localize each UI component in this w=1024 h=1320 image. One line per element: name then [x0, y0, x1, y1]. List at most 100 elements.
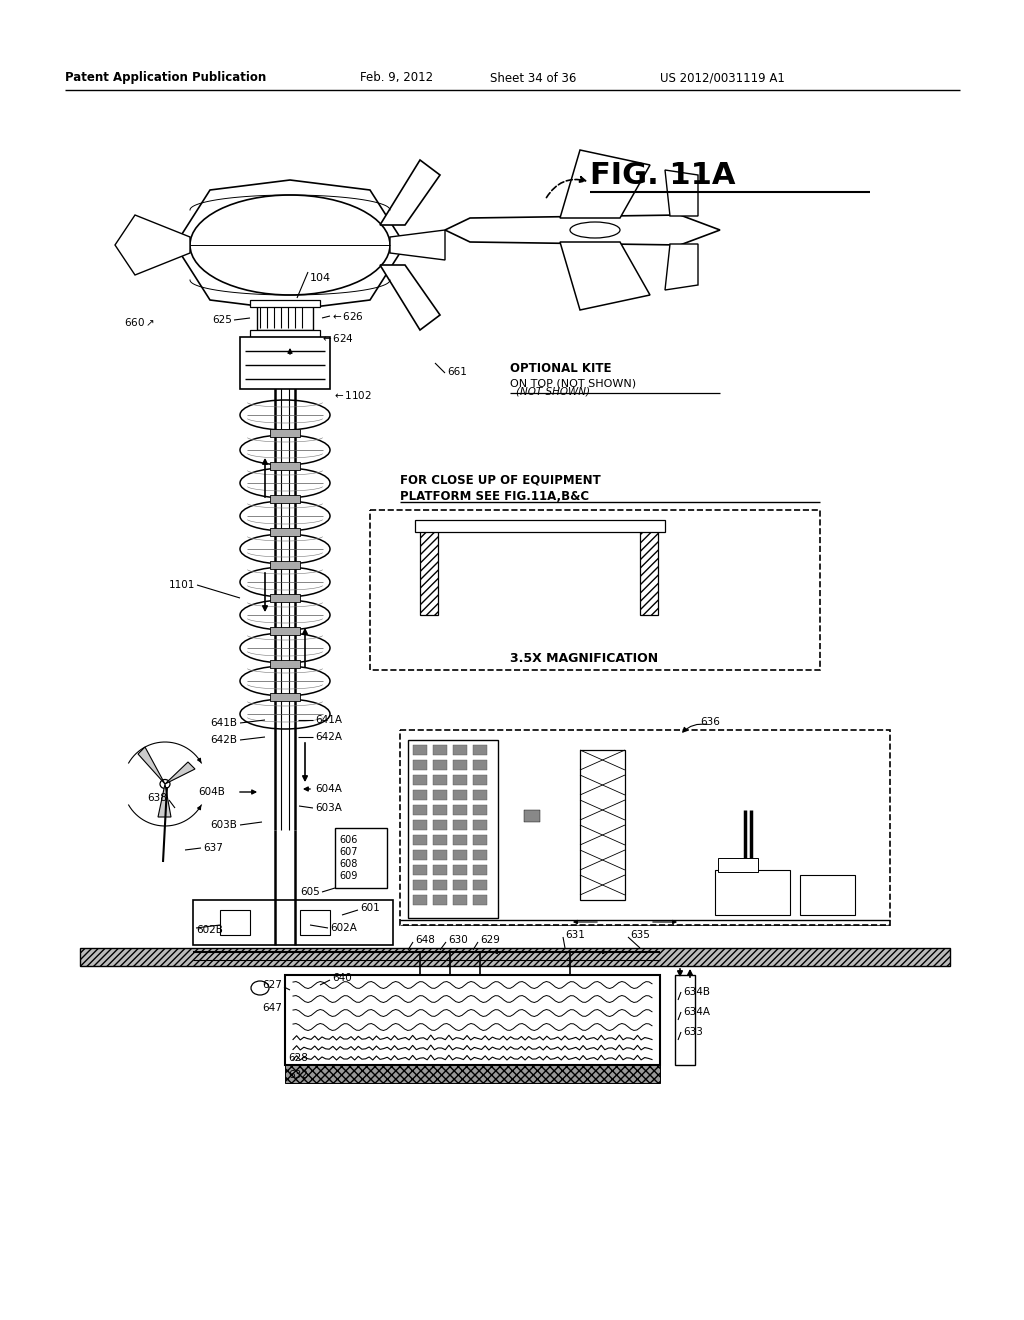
Text: 636: 636 — [700, 717, 720, 727]
Bar — [270, 495, 300, 503]
Ellipse shape — [570, 222, 620, 238]
Bar — [473, 744, 487, 755]
Text: 638: 638 — [147, 793, 167, 803]
Ellipse shape — [240, 634, 330, 663]
Text: 606: 606 — [339, 836, 357, 845]
Text: 1101: 1101 — [169, 579, 195, 590]
Ellipse shape — [160, 780, 170, 788]
Text: 104: 104 — [310, 273, 331, 282]
Text: 631: 631 — [565, 931, 585, 940]
Bar — [453, 820, 467, 830]
Bar — [270, 528, 300, 536]
Text: 603A: 603A — [315, 803, 342, 813]
Text: 633: 633 — [683, 1027, 702, 1038]
Bar — [473, 775, 487, 785]
Bar — [413, 744, 427, 755]
Text: 604B: 604B — [198, 787, 225, 797]
Bar — [715, 870, 790, 915]
Text: US 2012/0031119 A1: US 2012/0031119 A1 — [660, 71, 784, 84]
Text: 601: 601 — [360, 903, 380, 913]
Text: PLATFORM SEE FIG.11A,B&C: PLATFORM SEE FIG.11A,B&C — [400, 490, 589, 503]
Ellipse shape — [240, 502, 330, 531]
Bar — [675, 975, 695, 1065]
Bar — [335, 828, 387, 888]
Bar — [413, 760, 427, 770]
Polygon shape — [675, 739, 778, 813]
Text: 627: 627 — [262, 979, 282, 990]
Bar — [285, 1065, 660, 1082]
Text: 641A: 641A — [315, 715, 342, 725]
Ellipse shape — [240, 700, 330, 729]
Bar — [473, 789, 487, 800]
Bar — [413, 895, 427, 906]
Text: 661: 661 — [447, 367, 467, 378]
Polygon shape — [560, 150, 650, 218]
Bar — [193, 900, 393, 945]
Bar — [250, 330, 319, 337]
Ellipse shape — [240, 568, 330, 597]
Bar — [420, 531, 438, 615]
Polygon shape — [570, 561, 635, 587]
Bar — [433, 744, 447, 755]
Bar — [413, 805, 427, 814]
Bar — [433, 865, 447, 875]
Bar — [413, 820, 427, 830]
Bar — [433, 820, 447, 830]
Bar — [473, 850, 487, 861]
Polygon shape — [165, 762, 195, 784]
Bar — [300, 909, 330, 935]
Bar — [270, 693, 300, 701]
Bar — [718, 858, 758, 873]
Ellipse shape — [240, 469, 330, 498]
Bar — [433, 775, 447, 785]
Bar — [473, 760, 487, 770]
Ellipse shape — [240, 667, 330, 696]
Bar — [433, 836, 447, 845]
Bar — [453, 865, 467, 875]
Text: 604A: 604A — [315, 784, 342, 795]
Text: 625: 625 — [212, 315, 232, 325]
Bar — [270, 561, 300, 569]
Bar — [433, 850, 447, 861]
Text: $\leftarrow$626: $\leftarrow$626 — [330, 310, 364, 322]
Bar — [270, 462, 300, 470]
Text: 660$\nearrow$: 660$\nearrow$ — [124, 315, 155, 327]
Text: Patent Application Publication: Patent Application Publication — [65, 71, 266, 84]
Text: 630: 630 — [449, 935, 468, 945]
Bar — [433, 805, 447, 814]
Bar — [240, 337, 330, 389]
Ellipse shape — [251, 981, 269, 995]
Text: 607: 607 — [339, 847, 357, 857]
Bar — [413, 789, 427, 800]
Bar — [524, 810, 540, 822]
Bar — [580, 750, 625, 900]
Polygon shape — [570, 520, 635, 546]
Ellipse shape — [240, 601, 330, 630]
Text: 632: 632 — [288, 1071, 308, 1080]
Bar — [640, 531, 658, 615]
Bar — [800, 875, 855, 915]
Bar — [413, 850, 427, 861]
Bar — [408, 741, 498, 917]
Bar — [453, 895, 467, 906]
Bar — [80, 948, 950, 966]
Text: 640: 640 — [332, 973, 352, 983]
Text: $\leftarrow$1102: $\leftarrow$1102 — [332, 389, 372, 401]
Text: 602B: 602B — [196, 925, 223, 935]
Polygon shape — [138, 747, 165, 784]
Text: Sheet 34 of 36: Sheet 34 of 36 — [490, 71, 577, 84]
Polygon shape — [445, 215, 720, 246]
Text: 628: 628 — [288, 1053, 308, 1063]
Text: 648: 648 — [415, 935, 435, 945]
Bar — [453, 880, 467, 890]
Text: FIG. 11A: FIG. 11A — [590, 161, 735, 190]
Text: 641B: 641B — [210, 718, 237, 729]
Bar — [473, 895, 487, 906]
Polygon shape — [415, 545, 790, 562]
Bar — [433, 789, 447, 800]
Ellipse shape — [190, 195, 390, 294]
Bar — [453, 775, 467, 785]
Bar — [453, 850, 467, 861]
Text: ON TOP (NOT SHOWN): ON TOP (NOT SHOWN) — [510, 379, 636, 389]
Text: Feb. 9, 2012: Feb. 9, 2012 — [360, 71, 433, 84]
